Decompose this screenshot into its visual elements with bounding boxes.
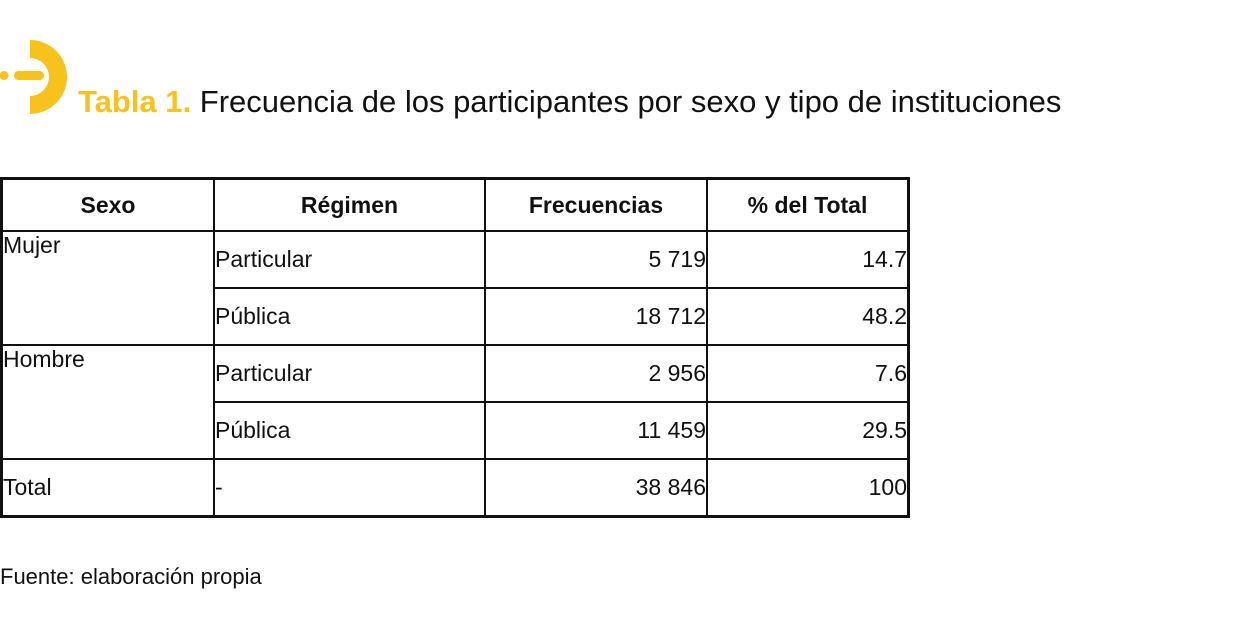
header-row: Sexo Régimen Frecuencias % del Total bbox=[0, 177, 910, 232]
table-caption: Frecuencia de los participantes por sexo… bbox=[199, 84, 1062, 119]
sexo-cell: Hombre bbox=[0, 344, 215, 460]
frequency-table: Sexo Régimen Frecuencias % del Total Muj… bbox=[0, 177, 910, 518]
table-row: Mujer Particular 5 719 14.7 bbox=[0, 230, 910, 346]
porcentaje-cell: 29.5 bbox=[706, 401, 910, 460]
porcentaje-cell: 48.2 bbox=[706, 287, 910, 346]
frecuencia-cell: 11 459 bbox=[484, 401, 708, 460]
frecuencia-cell: 18 712 bbox=[484, 287, 708, 346]
source-note: Fuente: elaboración propia bbox=[0, 564, 262, 589]
table-row: Pública 11 459 29.5 bbox=[2, 401, 910, 460]
sexo-cell: Mujer bbox=[0, 230, 215, 346]
header-porcentaje: % del Total bbox=[706, 177, 910, 232]
header-frecuencias: Frecuencias bbox=[484, 177, 708, 232]
table-row: Hombre Particular 2 956 7.6 bbox=[0, 344, 910, 460]
total-row: Total - 38 846 100 bbox=[0, 458, 910, 518]
porcentaje-cell: 7.6 bbox=[706, 344, 910, 403]
header-regimen: Régimen bbox=[213, 177, 486, 232]
frecuencia-cell: 5 719 bbox=[484, 230, 708, 289]
table-row: Pública 18 712 48.2 bbox=[2, 287, 910, 346]
logo-icon bbox=[0, 40, 67, 114]
total-frecuencia: 38 846 bbox=[484, 458, 708, 518]
table-title: Tabla 1. Frecuencia de los participantes… bbox=[78, 82, 1061, 122]
porcentaje-cell: 14.7 bbox=[706, 230, 910, 289]
frecuencia-cell: 2 956 bbox=[484, 344, 708, 403]
total-regimen: - bbox=[213, 458, 486, 518]
total-porcentaje: 100 bbox=[706, 458, 910, 518]
regimen-cell: Pública bbox=[213, 401, 486, 460]
header-sexo: Sexo bbox=[0, 177, 215, 232]
regimen-cell: Particular bbox=[213, 344, 486, 403]
regimen-cell: Particular bbox=[213, 230, 486, 289]
table-number: Tabla 1. bbox=[78, 84, 192, 119]
regimen-cell: Pública bbox=[213, 287, 486, 346]
total-label: Total bbox=[0, 458, 215, 518]
